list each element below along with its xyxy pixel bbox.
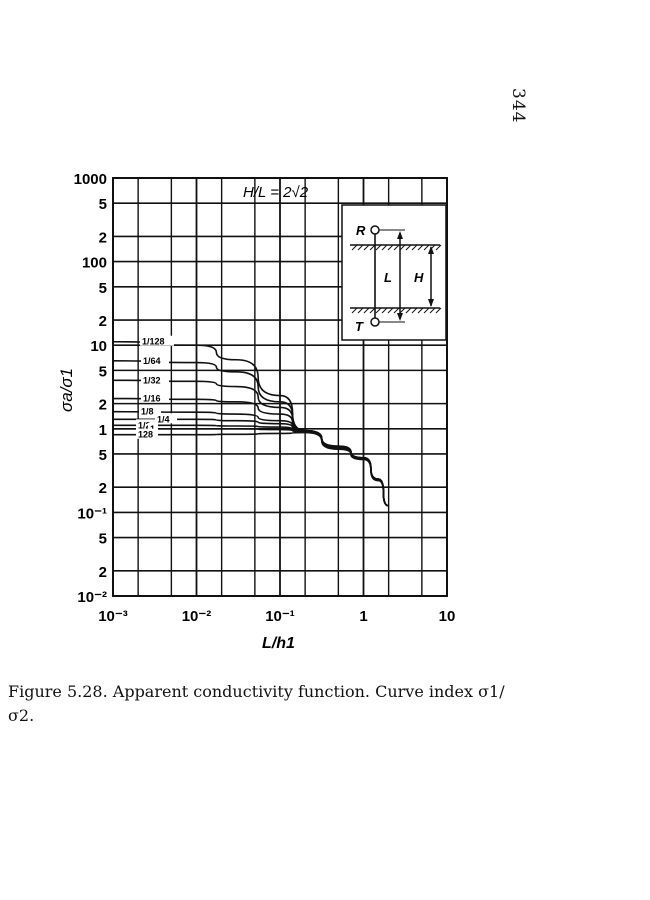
y-tick-label: 2 (99, 313, 107, 330)
hatch (381, 244, 388, 251)
hatch (435, 244, 442, 251)
hatch (399, 307, 406, 314)
hatch (417, 307, 424, 314)
hatch (369, 307, 376, 314)
hatch (363, 244, 370, 251)
hatch (375, 307, 382, 314)
y-tick-label: 100 (82, 255, 107, 272)
x-tick-label: 10⁻³ (98, 608, 128, 625)
curve-label: 1/2 (138, 420, 151, 430)
hatch (369, 244, 376, 251)
y-tick-label: 2 (99, 229, 107, 246)
inset-box (341, 204, 447, 341)
y-tick-label: 2 (99, 480, 107, 497)
figure-caption: Figure 5.28. Apparent conductivity funct… (8, 682, 505, 725)
apparent-conductivity-chart: 10⁻³ 10⁻² 10⁻¹ 1 10 1000 5 2 100 5 2 10 5 2 1 5 2 10⁻¹ 5 2 1… (57, 171, 456, 652)
y-tick-label: 5 (99, 531, 107, 548)
hatch (405, 307, 412, 314)
hatch (351, 244, 358, 251)
curve-label-bg (140, 335, 174, 346)
inset-label: H (414, 270, 424, 285)
hatch (423, 307, 430, 314)
transmitter-icon (370, 317, 380, 327)
curve-label-bg (139, 405, 161, 416)
hatch (357, 307, 364, 314)
inset-label: T (355, 319, 364, 334)
hatch (399, 244, 406, 251)
y-tick-label: 1000 (74, 171, 107, 188)
hatch (417, 244, 424, 251)
y-tick-label: 5 (99, 196, 107, 213)
curve-label: 1/8 (141, 407, 154, 417)
x-tick-label: 10 (439, 608, 456, 625)
y-axis-label: σa/σ1 (57, 368, 76, 412)
curve-label: 1/16 (143, 394, 161, 404)
curve-label-bg (136, 428, 158, 439)
inset-label: L (384, 270, 392, 285)
hatch (435, 307, 442, 314)
x-axis-label: L/h1 (262, 635, 295, 652)
hatch (411, 307, 418, 314)
curve-1 (112, 427, 389, 507)
receiver-icon (370, 225, 380, 235)
y-tick-label: 10⁻² (77, 589, 107, 606)
plot-frame (112, 177, 448, 597)
hatch (393, 244, 400, 251)
hatch (429, 307, 436, 314)
chart-title: H/L = 2√2 (243, 184, 309, 201)
y-tick-label: 10 (90, 338, 107, 355)
y-tick-label: 2 (99, 397, 107, 414)
y-tick-label: 5 (99, 363, 107, 380)
x-tick-label: 1 (359, 608, 367, 625)
hatch (375, 244, 382, 251)
hatch (351, 307, 358, 314)
curve-label: 1/128 (142, 337, 165, 347)
curve-label-bg (141, 354, 169, 365)
hatch (387, 307, 394, 314)
curve-label-bg (155, 413, 177, 424)
y-tick-label: 1 (99, 422, 107, 439)
curve-label-bg (141, 374, 169, 385)
curve-label-bg (136, 419, 158, 430)
curve-label-bg (148, 422, 158, 433)
hatch (387, 244, 394, 251)
x-tick-label: 10⁻² (182, 608, 212, 625)
y-tick-label: 10⁻¹ (77, 505, 107, 522)
curve-128 (112, 431, 389, 507)
hatch (411, 244, 418, 251)
curve-label: 1/4 (157, 414, 170, 424)
curve-label-bg (141, 392, 169, 403)
hatch (423, 244, 430, 251)
curve-label: 1/32 (143, 375, 161, 385)
y-tick-label: 2 (99, 564, 107, 581)
hatch (357, 244, 364, 251)
hatch (363, 307, 370, 314)
hatch (381, 307, 388, 314)
y-tick-label: 5 (99, 447, 107, 464)
x-tick-label: 10⁻¹ (265, 608, 295, 625)
hatch (393, 307, 400, 314)
curve-label: 128 (138, 430, 153, 440)
inset-label: R (356, 223, 366, 238)
inset-diagram: R T L H (350, 223, 442, 334)
curve-label: 1/64 (143, 356, 161, 366)
hatch (405, 244, 412, 251)
y-tick-label: 5 (99, 280, 107, 297)
